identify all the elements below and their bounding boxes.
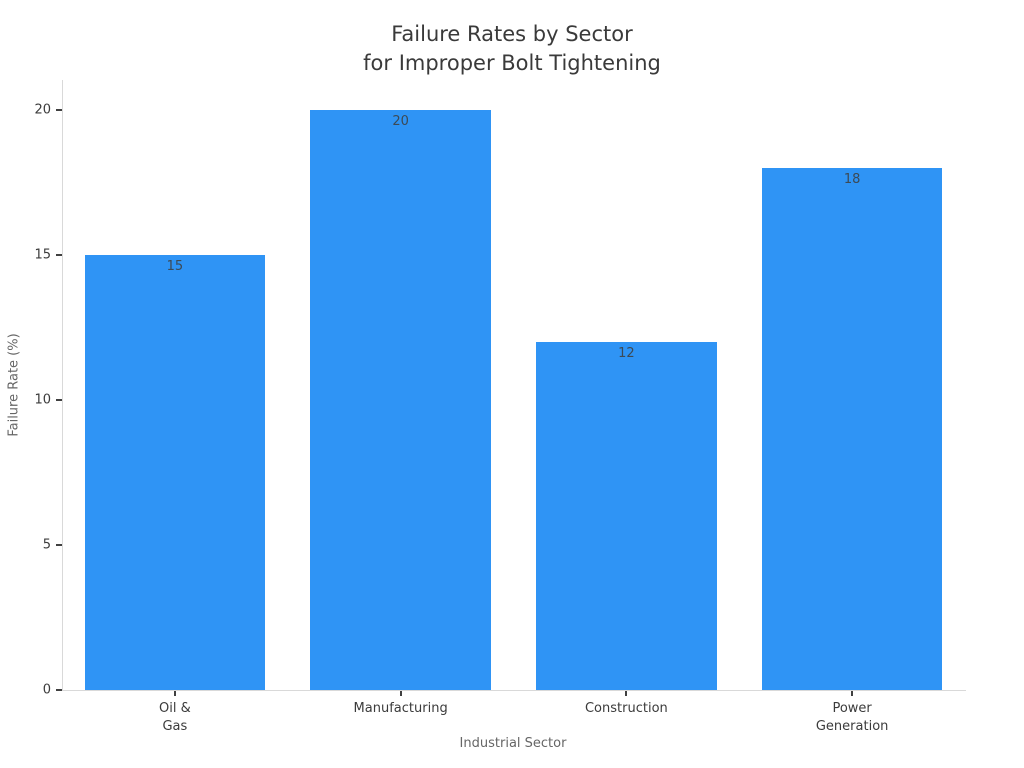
bar-1 <box>310 109 491 690</box>
x-tick-mark <box>173 691 176 696</box>
bar-value-label-3: 18 <box>843 171 861 187</box>
x-tick-label-0: Oil & Gas <box>159 701 191 734</box>
y-tick-mark <box>56 108 62 111</box>
y-tick-mark <box>56 689 62 691</box>
y-tick-label: 5 <box>42 537 51 553</box>
bar-value-label-0: 15 <box>166 258 184 274</box>
y-tick-label: 10 <box>34 392 51 408</box>
y-axis-spine <box>62 80 63 690</box>
y-tick-label: 0 <box>42 682 51 698</box>
bar-value-label-2: 12 <box>618 345 635 361</box>
y-tick-mark <box>56 543 62 546</box>
y-tick-label: 20 <box>34 102 51 118</box>
y-tick-label: 15 <box>34 247 51 263</box>
y-tick-mark <box>56 253 62 256</box>
x-axis-spine <box>62 690 966 691</box>
chart-title: Failure Rates by Sector for Improper Bol… <box>363 22 661 76</box>
y-axis-title: Failure Rate (%) <box>6 333 22 437</box>
x-tick-label-3: Power Generation <box>815 701 889 734</box>
y-tick-mark <box>56 398 62 401</box>
bar-2 <box>536 341 717 690</box>
x-tick-mark <box>399 691 402 696</box>
x-tick-label-2: Construction <box>584 701 668 716</box>
x-tick-mark <box>625 691 628 696</box>
bar-value-label-1: 20 <box>392 113 409 129</box>
x-tick-mark <box>851 691 854 696</box>
x-tick-label-1: Manufacturing <box>353 701 448 716</box>
x-axis-title: Industrial Sector <box>459 736 567 751</box>
bar-0 <box>84 254 266 690</box>
bar-3 <box>761 167 943 690</box>
